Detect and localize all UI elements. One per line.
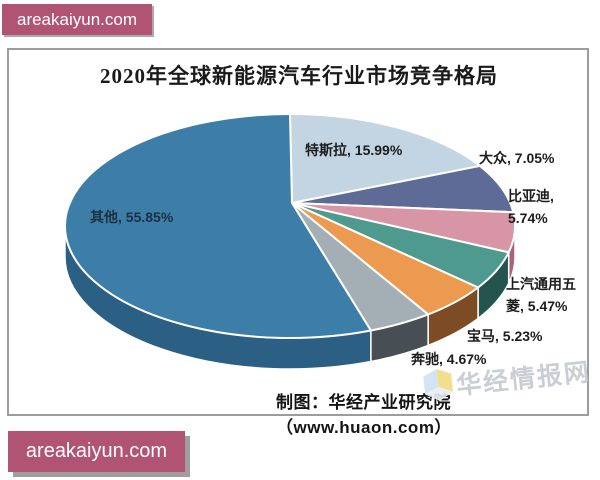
slice-label-others: 其他, 55.85%	[90, 209, 174, 225]
slice-label-tesla: 特斯拉, 15.99%	[305, 142, 403, 158]
huaon-cube-logo-icon	[423, 369, 454, 401]
slice-label-byd: 比亚迪, 5.74%	[508, 188, 554, 226]
slice-label-wuling: 上汽通用五菱, 5.47%	[506, 276, 576, 314]
pie-slice-tesla	[289, 113, 481, 204]
slice-label-benz: 奔驰, 4.67%	[411, 351, 487, 367]
source-caption: 制图：华经产业研究院（www.huaon.com）	[276, 393, 452, 437]
slice-label-vw: 大众, 7.05%	[479, 150, 555, 166]
chart-title: 2020年全球新能源汽车行业市场竞争格局	[100, 64, 498, 88]
slice-label-bmw: 宝马, 5.23%	[467, 328, 543, 344]
pie-slice-others	[64, 113, 372, 339]
watermark-banner-top: areakaiyun.com	[2, 4, 152, 35]
watermark-banner-bottom: areakaiyun.com	[8, 431, 185, 472]
site-watermark: 华经情报网	[418, 351, 592, 407]
